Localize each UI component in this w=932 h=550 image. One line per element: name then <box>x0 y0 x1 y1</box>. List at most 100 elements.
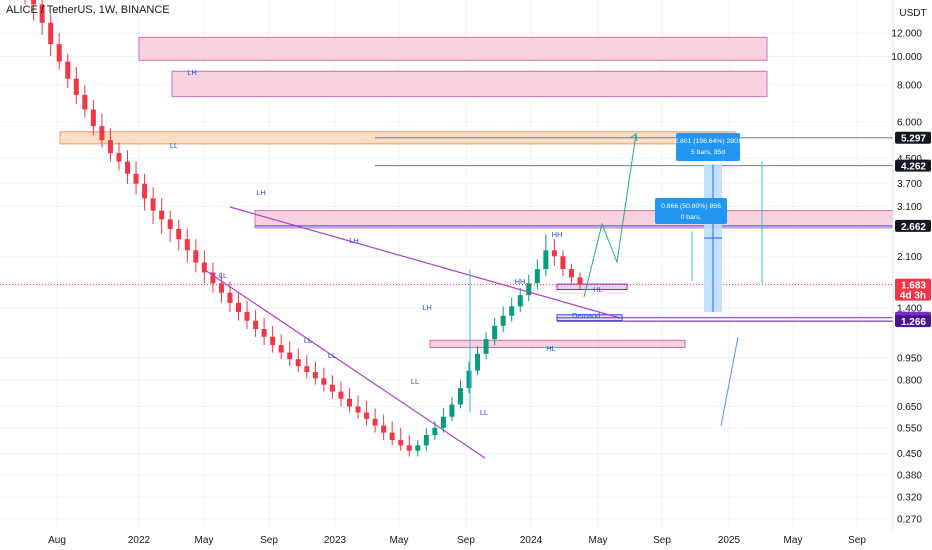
candle-body <box>244 311 250 321</box>
price-tick-label: 8.000 <box>897 80 922 91</box>
candle-body <box>312 372 318 379</box>
candle-body <box>526 283 532 296</box>
time-tick-label: Sep <box>848 535 866 546</box>
price-tag <box>895 278 931 301</box>
price-tick-label: 1.400 <box>897 304 922 315</box>
time-tick-label: May <box>589 535 608 546</box>
price-tick-label: 0.380 <box>897 471 922 482</box>
candle-body <box>261 329 267 337</box>
wedge-lower-line <box>204 269 486 459</box>
structure-label: LL <box>480 408 488 417</box>
candle-body <box>39 4 45 23</box>
candle-body <box>483 339 489 354</box>
candle-body <box>364 412 370 419</box>
candle-body <box>150 198 156 211</box>
candle-body <box>56 44 62 62</box>
time-tick-label: 2023 <box>324 535 347 546</box>
candle-body <box>48 22 54 45</box>
price-tick-label: 0.650 <box>897 402 922 413</box>
price-tick-label: 12.000 <box>891 29 922 40</box>
candle-body <box>125 161 131 174</box>
structure-label: HH <box>515 277 526 286</box>
candle-body <box>31 0 37 5</box>
candle-body <box>227 292 233 303</box>
price-tick-label: 3.700 <box>897 179 922 190</box>
structure-label: HL <box>593 285 603 294</box>
candle-body <box>492 325 498 340</box>
candle-body <box>389 432 395 441</box>
time-tick-label: Aug <box>48 535 66 546</box>
measure-box-line1: 2.801 (198.64%) 2801 <box>674 138 741 145</box>
measure-box-line2: 5 bars, 35d <box>691 149 725 156</box>
candle-body <box>449 404 455 417</box>
candle-body <box>321 378 327 385</box>
time-tick-label: May <box>195 535 214 546</box>
candle-body <box>338 391 344 399</box>
price-axis[interactable]: USDT12.00010.0008.0006.0004.5003.7003.10… <box>891 0 932 550</box>
structure-label: LH <box>349 236 359 245</box>
projected-path <box>583 133 637 298</box>
price-tick-label: 10.000 <box>891 52 922 63</box>
candle-body <box>304 366 310 373</box>
time-tick-label: 2022 <box>128 535 151 546</box>
candle-body <box>346 398 352 407</box>
structure-label: LH <box>187 68 197 77</box>
candle-body <box>432 427 438 436</box>
candlestick-series <box>24 0 583 457</box>
price-tag-value: 4.262 <box>901 162 926 173</box>
price-tag-countdown: 4d 3h <box>900 291 926 302</box>
candle-body <box>193 250 199 263</box>
trend-line-projection <box>720 336 739 427</box>
time-tick-label: Sep <box>457 535 475 546</box>
price-tag <box>895 159 931 172</box>
structure-label: LL <box>219 271 227 280</box>
projected-path-arrowhead <box>629 133 638 142</box>
price-tick-label: 3.100 <box>897 202 922 213</box>
structure-label: HL <box>546 344 556 353</box>
price-tag-value: 1.683 <box>901 281 926 292</box>
supply-zone-second <box>171 70 768 98</box>
price-tick-label: 0.270 <box>897 515 922 526</box>
candle-body <box>423 435 429 446</box>
candle-body <box>329 384 335 392</box>
price-tick-label: 2.100 <box>897 252 922 263</box>
price-tick-label: 0.450 <box>897 449 922 460</box>
candle-body <box>406 445 412 451</box>
candle-body <box>201 262 207 273</box>
time-tick-label: May <box>390 535 409 546</box>
candle-body <box>355 406 361 413</box>
time-tick-label: 2025 <box>718 535 741 546</box>
supply-demand-zones <box>59 36 894 349</box>
candle-body <box>218 283 224 293</box>
structure-label: LL <box>328 351 336 360</box>
candle-body <box>236 302 242 312</box>
structure-label: LL <box>304 336 312 345</box>
supply-zone-mid <box>254 210 894 229</box>
price-tag-value: 5.297 <box>901 134 926 145</box>
structure-label: HH <box>552 230 563 239</box>
candle-body <box>99 126 105 141</box>
structure-label: LL <box>170 141 178 150</box>
candle-body <box>381 425 387 433</box>
small-zone-hl <box>556 283 628 290</box>
support-zone-low <box>429 339 686 349</box>
candle-body <box>466 370 472 389</box>
supply-zone-top <box>138 36 768 61</box>
candle-body <box>107 140 113 154</box>
candle-body <box>270 336 276 346</box>
time-axis[interactable]: Aug 2022 May Sep 2023 May Sep 2024 May Sep 2025 May… <box>48 535 866 546</box>
candle-body <box>73 78 79 95</box>
time-tick-label: May <box>784 535 803 546</box>
demand-zone-label: Demand <box>572 311 600 320</box>
candle-body <box>398 440 404 446</box>
price-tick-label: 0.800 <box>897 375 922 386</box>
measure-box <box>676 133 740 161</box>
candle-body <box>568 269 574 278</box>
chart-title: ALICE / TetherUS, 1W, BINANCE <box>6 4 170 16</box>
candle-body <box>543 250 549 270</box>
drawing-overlays: 2.801 (198.64%) 2801 5 bars, 35d 0.866 (50… <box>0 68 893 459</box>
candle-body <box>210 272 216 284</box>
time-tick-label: 2024 <box>520 535 543 546</box>
price-tag-value: 1.266 <box>901 317 926 328</box>
